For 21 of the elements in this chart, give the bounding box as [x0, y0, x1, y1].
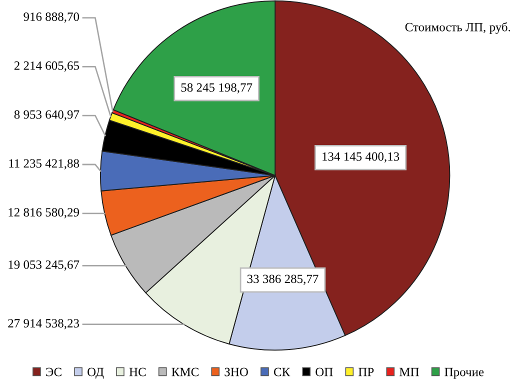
legend-label: ОД	[88, 368, 104, 379]
legend-label: Прочие	[444, 368, 484, 379]
data-label: 19 053 245,67	[8, 260, 80, 271]
data-label: 134 145 400,13	[322, 152, 400, 163]
data-label: 58 245 198,77	[181, 83, 252, 94]
legend-label: ОП	[316, 368, 333, 376]
legend-label: ЭС	[46, 368, 62, 376]
legend-label: ЗНО	[224, 368, 248, 376]
legend-label: НС	[129, 368, 146, 376]
data-label: 27 914 538,23	[8, 319, 80, 330]
data-label: 33 386 285,77	[247, 274, 318, 285]
text: Стоимость ЛП, руб.	[405, 22, 510, 34]
legend-label: КМС	[172, 368, 198, 376]
data-label: 12 816 580,29	[8, 208, 79, 218]
data-label: 916 888,70	[24, 12, 80, 23]
data-label: 2 214 605,65	[14, 61, 80, 72]
legend-label: ПР	[358, 368, 374, 376]
data-label: 11 235 421,88	[9, 159, 80, 170]
data-label: 8 953 640,97	[14, 110, 80, 121]
legend-label: СК	[274, 368, 290, 376]
legend-label: МП	[400, 368, 419, 376]
